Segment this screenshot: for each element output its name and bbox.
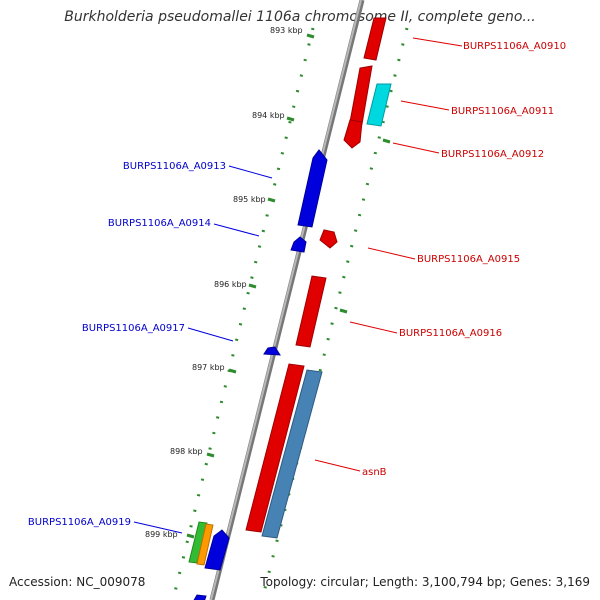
reverse-strand-genes bbox=[188, 149, 328, 600]
gene-burps1106a-a0917[interactable] bbox=[263, 346, 281, 356]
gene-label-asnb[interactable]: asnB bbox=[362, 467, 387, 478]
leader-a0912 bbox=[392, 142, 440, 154]
map-title: Burkholderia pseudomallei 1106a chromoso… bbox=[64, 9, 536, 25]
major-tick bbox=[248, 283, 257, 289]
forward-strand-genes bbox=[245, 17, 392, 539]
gene-burps1106a-a0919[interactable] bbox=[204, 529, 230, 571]
gene-steelblue[interactable] bbox=[261, 369, 323, 539]
leader-a0913 bbox=[228, 165, 273, 179]
major-tick bbox=[306, 33, 315, 39]
gene-burps1106a-a0911[interactable] bbox=[366, 83, 392, 127]
major-tick bbox=[339, 308, 348, 314]
major-ticks bbox=[186, 33, 391, 539]
tick-label: 896 kbp bbox=[214, 280, 247, 289]
gene-label-a0913[interactable]: BURPS1106A_A0913 bbox=[123, 161, 226, 172]
major-tick bbox=[267, 197, 276, 203]
gene-label-a0914[interactable]: BURPS1106A_A0914 bbox=[108, 218, 211, 229]
major-tick bbox=[206, 452, 215, 458]
leader-a0916 bbox=[349, 321, 398, 334]
major-tick bbox=[228, 368, 237, 374]
gene-partial-bottom[interactable] bbox=[193, 594, 207, 600]
tick-label: 893 kbp bbox=[270, 26, 303, 35]
leader-asnb bbox=[314, 459, 361, 472]
gene-burps1106a-a0914[interactable] bbox=[290, 236, 307, 253]
chromosome-backbone bbox=[209, 0, 365, 600]
leader-a0910 bbox=[412, 37, 463, 47]
gene-label-a0919[interactable]: BURPS1106A_A0919 bbox=[28, 517, 131, 528]
gene-burps1106a-a0919-green[interactable] bbox=[188, 521, 208, 564]
inner-minor-ticks bbox=[171, 27, 315, 600]
major-tick bbox=[286, 116, 295, 122]
tick-label: 895 kbp bbox=[233, 195, 266, 204]
leader-a0919 bbox=[133, 521, 183, 534]
gene-label-a0911[interactable]: BURPS1106A_A0911 bbox=[451, 106, 554, 117]
gene-label-a0910[interactable]: BURPS1106A_A0910 bbox=[463, 41, 566, 52]
leader-a0914 bbox=[213, 223, 260, 237]
leader-a0917 bbox=[187, 327, 234, 342]
label-leaders bbox=[133, 37, 463, 534]
gene-label-a0917[interactable]: BURPS1106A_A0917 bbox=[82, 323, 185, 334]
gene-burps1106a-a0916[interactable] bbox=[295, 275, 327, 348]
topology-text: Topology: circular; Length: 3,100,794 bp… bbox=[260, 575, 590, 589]
backbone-highlight bbox=[210, 0, 362, 600]
accession-text: Accession: NC_009078 bbox=[9, 575, 146, 589]
gene-label-a0916[interactable]: BURPS1106A_A0916 bbox=[399, 328, 502, 339]
gene-burps1106a-a0910[interactable] bbox=[363, 17, 387, 61]
gene-asnb[interactable] bbox=[245, 363, 305, 533]
gene-labels: BURPS1106A_A0910 BURPS1106A_A0911 BURPS1… bbox=[28, 41, 566, 528]
gene-burps1106a-a0913[interactable] bbox=[297, 149, 328, 228]
leader-a0911 bbox=[400, 100, 450, 111]
gene-burps1106a-a0919-orange[interactable] bbox=[196, 523, 214, 566]
major-tick bbox=[382, 138, 391, 144]
gene-label-a0915[interactable]: BURPS1106A_A0915 bbox=[417, 254, 520, 265]
tick-label: 898 kbp bbox=[170, 447, 203, 456]
gene-label-a0912[interactable]: BURPS1106A_A0912 bbox=[441, 149, 544, 160]
inner-tick-track bbox=[171, 27, 315, 600]
major-tick bbox=[186, 533, 195, 539]
gene-burps1106a-a0915[interactable] bbox=[319, 229, 338, 249]
tick-labels: 893 kbp 894 kbp 895 kbp 896 kbp 897 kbp … bbox=[145, 26, 303, 539]
gene-burps1106a-a0912[interactable] bbox=[343, 119, 363, 149]
tick-label: 897 kbp bbox=[192, 363, 225, 372]
tick-label: 894 kbp bbox=[252, 111, 285, 120]
leader-a0915 bbox=[367, 247, 416, 260]
tick-label: 899 kbp bbox=[145, 530, 178, 539]
